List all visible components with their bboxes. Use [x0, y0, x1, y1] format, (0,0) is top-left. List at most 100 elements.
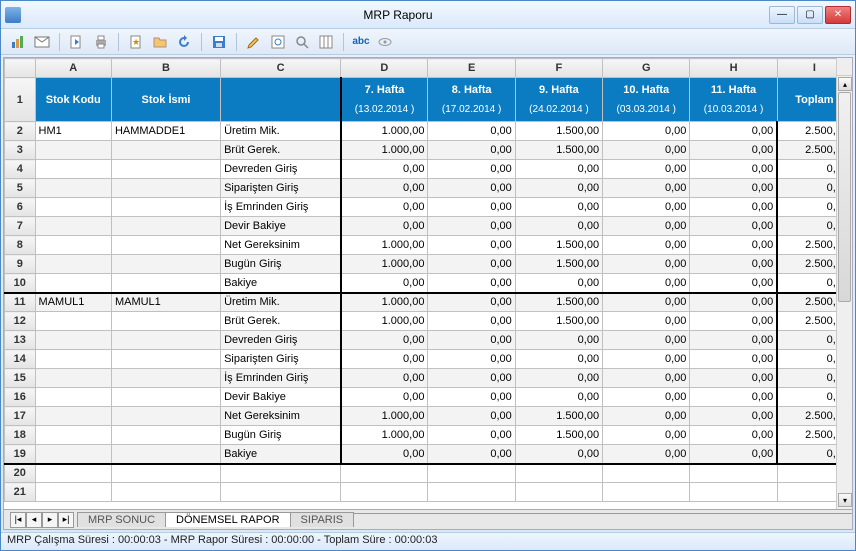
cell-value[interactable]: 1.000,00 [341, 407, 428, 426]
cell-value[interactable]: 1.000,00 [341, 312, 428, 331]
vertical-scrollbar[interactable]: ▴ ▾ [836, 76, 852, 509]
cell-value[interactable]: 0,00 [690, 350, 777, 369]
cell-value[interactable]: 0,00 [690, 445, 777, 464]
cell-stok-kodu[interactable]: MAMUL1 [35, 293, 111, 312]
cell-value[interactable]: 0,00 [603, 255, 690, 274]
cell-rowlabel[interactable]: İş Emrinden Giriş [221, 369, 341, 388]
cell-value[interactable]: 0,00 [690, 255, 777, 274]
cell-value[interactable]: 0,00 [690, 198, 777, 217]
cell-stok-ismi[interactable] [111, 179, 220, 198]
cell-value[interactable]: 0,00 [603, 293, 690, 312]
spellcheck-icon[interactable]: abc [350, 32, 372, 52]
cell-rowlabel[interactable]: Bugün Giriş [221, 255, 341, 274]
cell-stok-kodu[interactable] [35, 274, 111, 293]
cell-value[interactable]: 0,00 [341, 198, 428, 217]
tab-next-button[interactable]: ▸ [42, 512, 58, 528]
cell-rowlabel[interactable]: Devreden Giriş [221, 160, 341, 179]
cell-value[interactable]: 0,00 [603, 141, 690, 160]
cell-value[interactable]: 0,00 [428, 122, 515, 141]
cell-value[interactable]: 0,00 [515, 331, 602, 350]
cell-value[interactable]: 0,00 [428, 426, 515, 445]
cell-stok-ismi[interactable] [111, 312, 220, 331]
cell-stok-kodu[interactable] [35, 160, 111, 179]
cell-value[interactable]: 0,00 [341, 369, 428, 388]
cell-value[interactable]: 0,00 [515, 179, 602, 198]
empty-cell[interactable] [603, 483, 690, 502]
cell-value[interactable]: 0,00 [690, 217, 777, 236]
cell-value[interactable]: 0,00 [603, 179, 690, 198]
cell-rowlabel[interactable]: Siparişten Giriş [221, 179, 341, 198]
cell-value[interactable]: 0,00 [341, 179, 428, 198]
tab-prev-button[interactable]: ◂ [26, 512, 42, 528]
empty-cell[interactable] [111, 464, 220, 483]
cell-value[interactable]: 1.000,00 [341, 426, 428, 445]
mail-icon[interactable] [31, 32, 53, 52]
cell-rowlabel[interactable]: Siparişten Giriş [221, 350, 341, 369]
cell-value[interactable]: 1.500,00 [515, 236, 602, 255]
cell-stok-ismi[interactable] [111, 198, 220, 217]
sheet-tab[interactable]: MRP SONUC [77, 512, 166, 527]
cell-value[interactable]: 0,00 [515, 369, 602, 388]
cell-rowlabel[interactable]: Devir Bakiye [221, 217, 341, 236]
cell-rowlabel[interactable]: Devir Bakiye [221, 388, 341, 407]
cell-value[interactable]: 0,00 [690, 407, 777, 426]
cell-value[interactable]: 1.500,00 [515, 122, 602, 141]
cell-value[interactable]: 1.000,00 [341, 122, 428, 141]
cell-value[interactable]: 1.000,00 [341, 293, 428, 312]
cell-value[interactable]: 0,00 [428, 255, 515, 274]
cell-value[interactable]: 1.000,00 [341, 236, 428, 255]
export-icon[interactable] [66, 32, 88, 52]
cell-rowlabel[interactable]: Net Gereksinim [221, 407, 341, 426]
chart-icon[interactable] [7, 32, 29, 52]
cell-stok-ismi[interactable] [111, 388, 220, 407]
cell-value[interactable]: 1.000,00 [341, 255, 428, 274]
cell-value[interactable]: 0,00 [428, 331, 515, 350]
cell-value[interactable]: 0,00 [428, 217, 515, 236]
sheet-tab[interactable]: DÖNEMSEL RAPOR [165, 512, 291, 527]
preview-icon[interactable] [267, 32, 289, 52]
cell-value[interactable]: 0,00 [603, 369, 690, 388]
cell-stok-kodu[interactable] [35, 141, 111, 160]
cell-value[interactable]: 1.500,00 [515, 255, 602, 274]
cell-value[interactable]: 0,00 [690, 331, 777, 350]
empty-cell[interactable] [221, 464, 341, 483]
scroll-down-button[interactable]: ▾ [838, 493, 852, 507]
cell-value[interactable]: 0,00 [603, 160, 690, 179]
cell-stok-ismi[interactable] [111, 407, 220, 426]
cell-value[interactable]: 1.000,00 [341, 141, 428, 160]
column-icon[interactable] [315, 32, 337, 52]
cell-value[interactable]: 0,00 [603, 217, 690, 236]
cell-value[interactable]: 0,00 [341, 217, 428, 236]
new-icon[interactable]: ★ [125, 32, 147, 52]
cell-value[interactable]: 0,00 [603, 312, 690, 331]
cell-value[interactable]: 0,00 [603, 274, 690, 293]
open-icon[interactable] [149, 32, 171, 52]
empty-cell[interactable] [515, 483, 602, 502]
cell-stok-ismi[interactable] [111, 369, 220, 388]
empty-cell[interactable] [111, 483, 220, 502]
cell-stok-kodu[interactable] [35, 369, 111, 388]
cell-value[interactable]: 0,00 [428, 160, 515, 179]
empty-cell[interactable] [221, 483, 341, 502]
print-icon[interactable] [90, 32, 112, 52]
empty-cell[interactable] [428, 464, 515, 483]
cell-value[interactable]: 0,00 [603, 445, 690, 464]
cell-value[interactable]: 0,00 [428, 236, 515, 255]
cell-value[interactable]: 0,00 [341, 388, 428, 407]
cell-stok-kodu[interactable] [35, 331, 111, 350]
cell-value[interactable]: 0,00 [690, 179, 777, 198]
cell-stok-ismi[interactable] [111, 350, 220, 369]
cell-stok-kodu[interactable] [35, 255, 111, 274]
cell-value[interactable]: 0,00 [690, 160, 777, 179]
maximize-button[interactable]: ▢ [797, 6, 823, 24]
cell-value[interactable]: 0,00 [428, 141, 515, 160]
close-button[interactable]: ✕ [825, 6, 851, 24]
cell-value[interactable]: 0,00 [515, 198, 602, 217]
cell-value[interactable]: 0,00 [690, 122, 777, 141]
cell-value[interactable]: 1.500,00 [515, 312, 602, 331]
empty-cell[interactable] [690, 483, 777, 502]
empty-cell[interactable] [35, 464, 111, 483]
cell-value[interactable]: 0,00 [428, 198, 515, 217]
cell-value[interactable]: 0,00 [341, 331, 428, 350]
cell-rowlabel[interactable]: Devreden Giriş [221, 331, 341, 350]
